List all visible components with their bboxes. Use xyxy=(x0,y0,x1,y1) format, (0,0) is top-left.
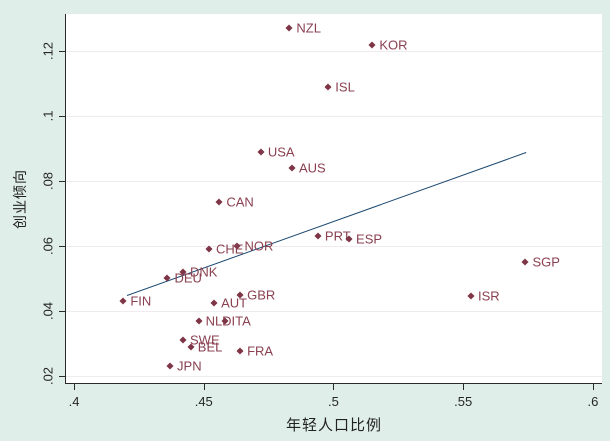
point-label-sgp: SGP xyxy=(532,254,560,270)
y-tick-label-.06: .06 xyxy=(40,236,56,255)
gridline-y-.1 xyxy=(66,115,602,117)
y-tick-.08 xyxy=(59,180,65,182)
point-nzl xyxy=(285,24,293,32)
y-axis-title: 创业倾向 xyxy=(12,168,28,229)
x-tick-label-.45: .45 xyxy=(194,394,213,409)
point-label-gbr: GBR xyxy=(247,287,276,303)
point-label-aut: AUT xyxy=(221,295,248,311)
point-label-kor: KOR xyxy=(379,37,408,53)
point-label-esp: ESP xyxy=(356,231,383,247)
point-label-swe: SWE xyxy=(190,332,220,348)
point-isl xyxy=(324,83,332,91)
gridline-y-.08 xyxy=(66,180,602,182)
point-che xyxy=(205,245,213,253)
point-label-jpn: JPN xyxy=(177,358,202,374)
point-label-dnk: DNK xyxy=(190,264,218,280)
point-usa xyxy=(257,148,265,156)
point-fin xyxy=(119,297,127,305)
point-label-aus: AUS xyxy=(298,160,326,176)
x-tick-.4 xyxy=(74,384,76,390)
point-label-isr: ISR xyxy=(477,288,500,304)
point-nld xyxy=(195,317,203,325)
y-tick-label-.1: .1 xyxy=(40,110,56,122)
point-swe xyxy=(179,336,187,344)
point-label-fra: FRA xyxy=(247,343,274,359)
x-tick-label-.4: .4 xyxy=(68,394,80,409)
x-tick-label-.5: .5 xyxy=(328,394,339,409)
x-tick-.55 xyxy=(463,384,465,390)
point-kor xyxy=(368,40,376,49)
gridline-y-.04 xyxy=(66,310,602,312)
x-tick-.45 xyxy=(203,384,205,390)
y-tick-.12 xyxy=(59,51,65,53)
y-tick-label-.12: .12 xyxy=(40,41,56,61)
point-aut xyxy=(210,299,218,307)
point-label-bel: BEL xyxy=(197,339,223,355)
point-label-fin: FIN xyxy=(130,293,152,309)
point-label-nzl: NZL xyxy=(296,20,321,36)
x-tick-.6 xyxy=(592,384,594,390)
point-jpn xyxy=(166,362,174,370)
gridline-y-.12 xyxy=(66,51,602,53)
y-tick-.1 xyxy=(59,115,65,117)
point-aus xyxy=(288,164,296,172)
point-label-usa: USA xyxy=(267,144,295,160)
point-fra xyxy=(236,347,244,356)
x-axis-title: 年轻人口比例 xyxy=(285,417,383,434)
x-tick-.5 xyxy=(333,384,335,390)
point-label-prt: PRT xyxy=(324,228,351,244)
point-label-ita: ITA xyxy=(231,313,251,329)
plot-area: 创业倾向 年轻人口比例 .02 .04 .06 .08 .1 .12 .4 .45 .5 .55.… xyxy=(12,14,602,434)
point-label-can: CAN xyxy=(226,194,254,210)
point-sgp xyxy=(521,258,529,266)
point-label-deu: DEU xyxy=(174,270,202,286)
y-tick-.04 xyxy=(59,310,65,312)
y-tick-.02 xyxy=(59,375,65,377)
y-tick-label-.02: .02 xyxy=(40,366,56,385)
y-tick-label-.08: .08 xyxy=(40,171,56,190)
y-tick-label-.04: .04 xyxy=(40,301,56,320)
gridline-y-.06 xyxy=(66,245,602,247)
point-can xyxy=(215,198,223,206)
gridline-y-.02 xyxy=(66,375,602,377)
point-prt xyxy=(314,232,322,240)
point-label-isl: ISL xyxy=(335,79,355,95)
point-label-che: CHE xyxy=(215,241,244,257)
y-tick-.06 xyxy=(59,245,65,247)
x-tick-label-.55: .55 xyxy=(454,394,473,409)
point-label-nor: NOR xyxy=(244,238,274,254)
x-tick-label-.6: .6 xyxy=(587,394,599,409)
point-label-nld: NLD xyxy=(205,313,232,329)
point-isr xyxy=(467,292,475,300)
